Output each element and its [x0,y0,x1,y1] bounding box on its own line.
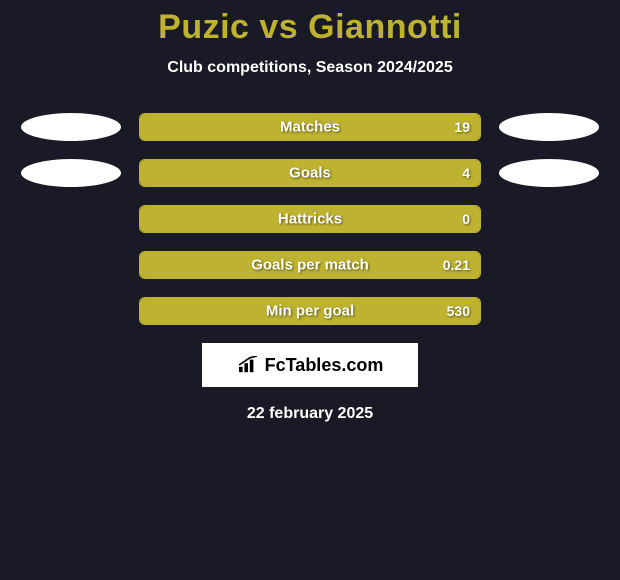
player-oval-left [21,113,121,141]
chart-icon [237,356,259,374]
subtitle: Club competitions, Season 2024/2025 [0,59,620,77]
main-container: Puzic vs Giannotti Club competitions, Se… [0,0,620,423]
oval-placeholder [21,251,121,279]
stat-label: Hattricks [278,211,342,228]
stat-bar: Matches 19 [139,113,481,141]
logo-box[interactable]: FcTables.com [202,343,418,387]
stat-bar: Hattricks 0 [139,205,481,233]
stat-bar: Goals 4 [139,159,481,187]
player-oval-right [499,159,599,187]
stat-value: 4 [462,165,470,181]
player-oval-left [21,159,121,187]
date-text: 22 february 2025 [0,405,620,423]
oval-placeholder [499,205,599,233]
stat-value: 530 [447,303,470,319]
oval-placeholder [21,297,121,325]
stats-area: Matches 19 Goals 4 Hattricks 0 Goals per match… [0,113,620,325]
stat-label: Goals [289,165,331,182]
stat-value: 0 [462,211,470,227]
stat-row: Goals 4 [0,159,620,187]
stat-bar: Min per goal 530 [139,297,481,325]
stat-label: Goals per match [251,257,369,274]
player-oval-right [499,113,599,141]
oval-placeholder [21,205,121,233]
oval-placeholder [499,297,599,325]
oval-placeholder [499,251,599,279]
stat-bar: Goals per match 0.21 [139,251,481,279]
stat-row: Hattricks 0 [0,205,620,233]
stat-label: Min per goal [266,303,354,320]
stat-row: Min per goal 530 [0,297,620,325]
logo-text: FcTables.com [265,355,384,376]
stat-value: 19 [454,119,470,135]
stat-row: Goals per match 0.21 [0,251,620,279]
page-title: Puzic vs Giannotti [0,8,620,47]
stat-row: Matches 19 [0,113,620,141]
stat-value: 0.21 [443,257,470,273]
stat-label: Matches [280,119,340,136]
